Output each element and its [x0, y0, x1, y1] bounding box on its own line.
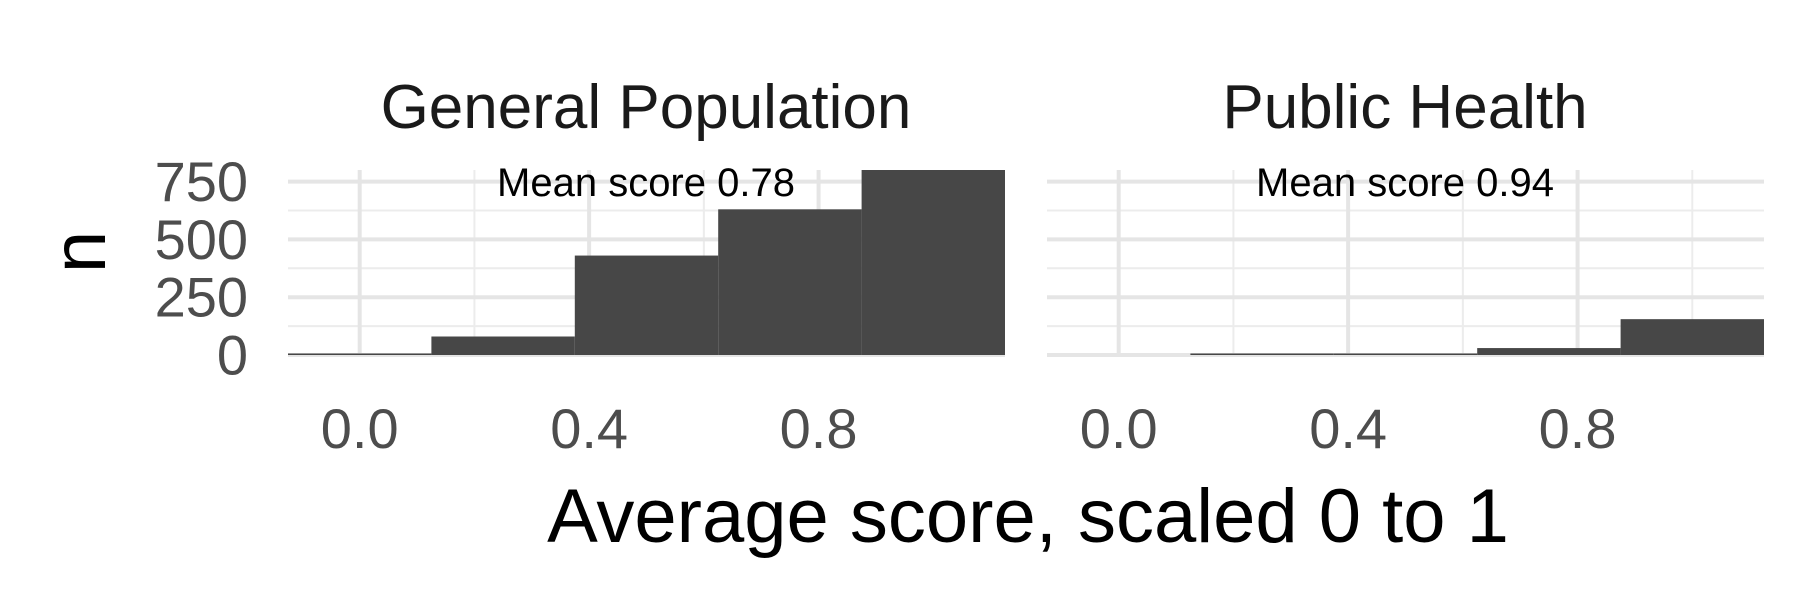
histogram-bar [861, 170, 1005, 355]
facet-bars [288, 170, 1005, 355]
facet-bars [1190, 319, 1764, 355]
y-axis-title: n [37, 231, 122, 273]
x-tick-label: 0.8 [1539, 397, 1617, 460]
histogram-bar [288, 353, 432, 355]
facet-general-population: General Population Mean score 0.78 0.0 0.… [288, 73, 1005, 460]
x-tick-labels: 0.0 0.4 0.8 [321, 397, 858, 460]
histogram-bar [1620, 319, 1764, 355]
x-tick-label: 0.4 [1309, 397, 1387, 460]
histogram-bar [574, 255, 719, 355]
facet-public-health: Public Health Mean score 0.94 0.0 0.4 0.8 [1047, 73, 1764, 460]
x-tick-labels: 0.0 0.4 0.8 [1080, 397, 1617, 460]
y-tick-label: 750 [155, 150, 248, 213]
histogram-bar [1477, 348, 1621, 355]
histogram-bar [718, 209, 862, 355]
mean-score-annotation: Mean score 0.94 [1256, 161, 1554, 205]
facet-title-general-population: General Population [381, 73, 912, 142]
x-tick-label: 0.4 [550, 397, 628, 460]
histogram-bar [1333, 353, 1478, 355]
x-tick-label: 0.0 [321, 397, 399, 460]
histogram-bar [1190, 353, 1334, 355]
y-tick-label: 500 [155, 208, 248, 271]
histogram-bar [431, 336, 575, 355]
y-tick-label: 250 [155, 266, 248, 329]
facet-title-public-health: Public Health [1222, 73, 1587, 142]
x-tick-label: 0.0 [1080, 397, 1158, 460]
mean-score-annotation: Mean score 0.78 [497, 161, 795, 205]
x-tick-label: 0.8 [780, 397, 858, 460]
x-axis-title: Average score, scaled 0 to 1 [547, 474, 1509, 559]
y-tick-label: 0 [217, 324, 248, 387]
